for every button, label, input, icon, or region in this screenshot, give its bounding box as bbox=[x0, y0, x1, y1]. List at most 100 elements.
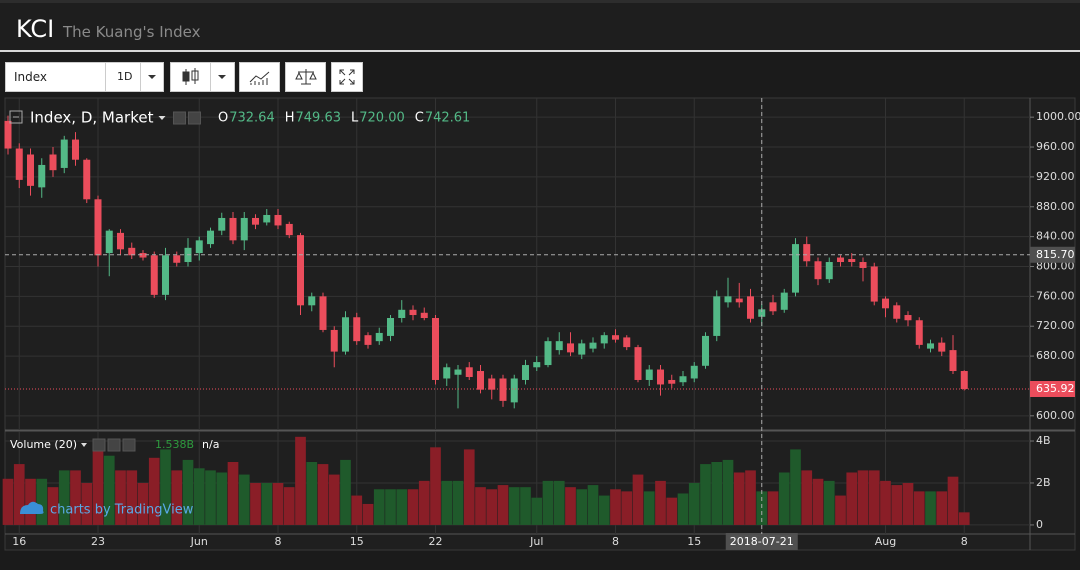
candle-body bbox=[657, 369, 664, 385]
volume-bar bbox=[823, 480, 835, 525]
volume-bar bbox=[475, 487, 486, 525]
collapse-button bbox=[9, 110, 23, 124]
candle-body bbox=[49, 154, 57, 171]
candle-body bbox=[589, 342, 597, 349]
candle-body bbox=[578, 343, 586, 355]
candle-body bbox=[522, 365, 529, 380]
fullscreen-button[interactable] bbox=[331, 62, 363, 92]
status-key: O bbox=[218, 111, 228, 126]
volume-bar bbox=[913, 491, 925, 525]
candle-body bbox=[510, 378, 518, 403]
volume-bar bbox=[902, 482, 914, 525]
candle-body bbox=[679, 376, 687, 383]
candle-icon bbox=[182, 68, 199, 85]
candle-body bbox=[432, 318, 439, 380]
candle-body bbox=[904, 315, 912, 321]
volume-bar bbox=[47, 487, 59, 525]
legend-icon bbox=[187, 111, 201, 125]
candle-body bbox=[690, 365, 698, 379]
volume-extra: n/a bbox=[202, 438, 219, 451]
interval-dropdown[interactable] bbox=[140, 62, 164, 92]
volume-bar bbox=[92, 451, 104, 525]
candle-body bbox=[297, 235, 304, 306]
volume-bar bbox=[306, 461, 318, 525]
last-price-label: 635.92 bbox=[1036, 382, 1075, 395]
volume-bar bbox=[36, 478, 48, 525]
legend-caret bbox=[158, 116, 166, 120]
caret bbox=[148, 75, 156, 79]
volume-bar bbox=[70, 470, 81, 525]
volume-bar bbox=[947, 476, 959, 525]
candle-body bbox=[274, 214, 282, 226]
symbol-input[interactable]: Index bbox=[5, 62, 106, 92]
compare-button[interactable] bbox=[285, 62, 326, 92]
volume-bar bbox=[868, 470, 880, 525]
volume-bar bbox=[25, 478, 36, 525]
title: KCI bbox=[16, 15, 55, 43]
candle-body bbox=[477, 371, 484, 390]
candle-body bbox=[758, 309, 766, 317]
volume-bar bbox=[508, 487, 520, 525]
x-tick-label: 2018-07-21 bbox=[730, 535, 794, 548]
volume-bar bbox=[373, 489, 385, 525]
volume-bar bbox=[891, 485, 903, 525]
volume-bar bbox=[565, 487, 576, 525]
volume-bar bbox=[418, 480, 430, 525]
volume-bar bbox=[958, 512, 970, 525]
candle-body bbox=[218, 217, 226, 231]
watermark-logo bbox=[20, 501, 44, 514]
fullscreen-icon bbox=[339, 69, 355, 85]
x-tick-label: 8 bbox=[275, 535, 282, 548]
candle-body bbox=[330, 329, 338, 352]
volume-bar bbox=[272, 482, 284, 525]
volume-bar bbox=[250, 482, 261, 525]
y-tick-label: 920.00 bbox=[1036, 170, 1075, 183]
candle-body bbox=[882, 298, 889, 309]
candle-body bbox=[173, 255, 181, 263]
volume-icon bbox=[122, 438, 136, 452]
indicators-button[interactable] bbox=[239, 62, 280, 92]
candle-body bbox=[195, 240, 203, 254]
volume-bar bbox=[216, 472, 228, 525]
status-key: C bbox=[415, 111, 424, 126]
candle-body bbox=[702, 335, 709, 366]
volume-value: 1.538B bbox=[155, 438, 194, 451]
y-tick-label: 2B bbox=[1036, 476, 1051, 489]
volume-icon bbox=[92, 438, 106, 452]
interval-button[interactable]: 1D bbox=[105, 62, 141, 92]
y-tick-label: 800.00 bbox=[1036, 259, 1075, 272]
candle-body bbox=[465, 367, 473, 377]
candle-body bbox=[240, 217, 248, 241]
volume-bar bbox=[801, 470, 813, 525]
volume-bar bbox=[463, 449, 475, 525]
y-tick-label: 1000.00 bbox=[1036, 110, 1080, 123]
volume-bar bbox=[317, 464, 329, 525]
candle-body bbox=[263, 214, 271, 223]
x-tick-label: Jul bbox=[529, 535, 543, 548]
status-value: 742.61 bbox=[425, 111, 471, 126]
legend-icon bbox=[172, 111, 186, 125]
crosshair-price-label: 815.70 bbox=[1036, 248, 1075, 261]
candle-body bbox=[949, 350, 957, 372]
candle-body bbox=[915, 320, 923, 345]
x-tick-label: 8 bbox=[961, 535, 968, 548]
volume-bar bbox=[767, 491, 779, 525]
volume-bar bbox=[857, 470, 869, 525]
chart-style-dropdown[interactable] bbox=[210, 62, 235, 92]
volume-bar bbox=[756, 491, 768, 525]
volume-bar bbox=[621, 491, 633, 525]
candle-body bbox=[499, 378, 507, 401]
volume-bar bbox=[227, 461, 239, 525]
crosshair-price-box bbox=[1030, 246, 1075, 263]
volume-bar bbox=[407, 489, 419, 525]
candle-body bbox=[128, 247, 136, 256]
candle-body bbox=[668, 379, 676, 384]
x-tick-label: 15 bbox=[350, 535, 364, 548]
candle-body bbox=[443, 367, 451, 379]
volume-bar bbox=[205, 470, 216, 525]
candle-body bbox=[645, 369, 653, 380]
candle-body bbox=[735, 298, 743, 303]
volume-bar bbox=[677, 493, 689, 525]
volume-bar bbox=[666, 497, 678, 525]
chart-style-button[interactable] bbox=[170, 62, 211, 92]
